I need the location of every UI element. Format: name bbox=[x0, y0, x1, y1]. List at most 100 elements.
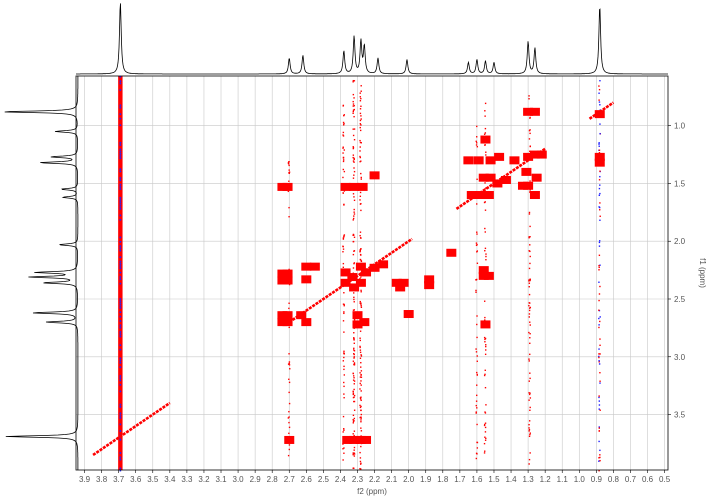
noise-dot bbox=[485, 344, 487, 346]
noise-dot bbox=[485, 154, 487, 156]
noise-dot bbox=[119, 179, 122, 181]
noise-dot bbox=[485, 253, 487, 255]
noise-dot bbox=[359, 457, 362, 459]
noise-dot bbox=[342, 459, 344, 461]
noise-dot bbox=[528, 211, 531, 214]
noise-dot bbox=[598, 457, 600, 459]
noise-dot bbox=[598, 360, 600, 362]
y-tick-label: 3.5 bbox=[674, 411, 686, 420]
cross-peak bbox=[277, 269, 288, 278]
noise-dot bbox=[119, 249, 122, 252]
noise-dot bbox=[598, 142, 600, 144]
noise-dot bbox=[476, 231, 478, 233]
noise-dot bbox=[353, 108, 355, 111]
noise-dot bbox=[484, 110, 486, 112]
noise-dot bbox=[119, 412, 122, 415]
noise-dot bbox=[353, 332, 355, 334]
noise-dot bbox=[528, 95, 530, 97]
noise-dot bbox=[343, 352, 345, 354]
noise-dot bbox=[475, 412, 477, 414]
cross-peak bbox=[485, 156, 496, 165]
noise-dot bbox=[119, 186, 122, 188]
noise-dot bbox=[598, 460, 600, 462]
noise-dot bbox=[359, 337, 361, 339]
noise-dot bbox=[359, 203, 362, 205]
noise-dot bbox=[598, 408, 600, 410]
noise-dot bbox=[598, 309, 600, 311]
noise-dot bbox=[343, 292, 345, 294]
cross-peak bbox=[500, 175, 511, 184]
noise-dot bbox=[288, 421, 290, 424]
noise-dot bbox=[352, 234, 354, 237]
noise-dot bbox=[359, 467, 361, 470]
noise-dot bbox=[599, 409, 601, 411]
noise-dot bbox=[352, 154, 355, 156]
noise-dot bbox=[598, 356, 600, 359]
noise-dot bbox=[287, 454, 290, 457]
noise-dot bbox=[528, 423, 530, 426]
cross-peak bbox=[403, 310, 414, 319]
noise-dot bbox=[119, 458, 122, 461]
noise-dot bbox=[288, 307, 290, 310]
noise-dot bbox=[485, 255, 487, 258]
noise-dot bbox=[359, 357, 362, 359]
noise-dot bbox=[359, 382, 361, 385]
noise-dot bbox=[484, 412, 487, 414]
noise-dot bbox=[598, 324, 600, 326]
noise-dot bbox=[598, 187, 601, 190]
noise-dot bbox=[343, 381, 345, 384]
noise-dot bbox=[119, 236, 122, 239]
noise-dot bbox=[342, 238, 345, 240]
noise-dot bbox=[360, 416, 362, 418]
noise-dot bbox=[529, 279, 531, 282]
noise-dot bbox=[359, 404, 361, 407]
y-tick-label: 2.0 bbox=[674, 237, 686, 246]
noise-dot bbox=[599, 380, 601, 382]
noise-dot bbox=[484, 132, 487, 134]
noise-dot bbox=[288, 410, 290, 413]
noise-dot bbox=[528, 304, 530, 307]
noise-dot bbox=[353, 236, 356, 238]
noise-dot bbox=[343, 149, 345, 151]
noise-dot bbox=[353, 208, 355, 211]
noise-dot bbox=[119, 307, 122, 309]
noise-dot bbox=[352, 390, 354, 393]
cross-peak bbox=[282, 276, 293, 285]
noise-dot bbox=[485, 151, 487, 153]
noise-dot bbox=[288, 353, 290, 355]
noise-dot bbox=[353, 167, 355, 169]
noise-dot bbox=[484, 115, 486, 117]
noise-dot bbox=[359, 100, 362, 102]
noise-dot bbox=[342, 131, 345, 134]
noise-dot bbox=[484, 144, 486, 146]
noise-dot bbox=[353, 309, 356, 311]
noise-dot bbox=[353, 298, 355, 301]
noise-dot bbox=[352, 193, 355, 195]
noise-dot bbox=[353, 211, 355, 213]
x-tick-label: 3.8 bbox=[96, 475, 108, 484]
noise-dot bbox=[359, 251, 361, 253]
noise-dot bbox=[528, 360, 530, 362]
noise-dot bbox=[529, 353, 531, 356]
noise-dot bbox=[484, 411, 486, 413]
noise-dot bbox=[483, 374, 486, 377]
noise-dot bbox=[484, 423, 486, 426]
cross-peak bbox=[355, 262, 366, 271]
cross-peak bbox=[355, 278, 366, 287]
noise-dot bbox=[529, 236, 531, 238]
noise-dot bbox=[528, 435, 531, 438]
noise-dot bbox=[599, 184, 601, 186]
x-tick-label: 3.3 bbox=[181, 475, 193, 484]
noise-dot bbox=[598, 353, 600, 355]
noise-dot bbox=[529, 244, 531, 246]
x-tick-label: 0.5 bbox=[659, 475, 671, 484]
noise-dot bbox=[352, 379, 355, 381]
noise-dot bbox=[353, 196, 355, 198]
noise-dot bbox=[352, 253, 355, 256]
noise-dot bbox=[476, 233, 478, 235]
noise-dot bbox=[353, 262, 355, 265]
noise-dot bbox=[476, 250, 479, 252]
cross-peak bbox=[301, 275, 312, 284]
noise-dot bbox=[119, 324, 122, 327]
noise-dot bbox=[598, 400, 600, 402]
